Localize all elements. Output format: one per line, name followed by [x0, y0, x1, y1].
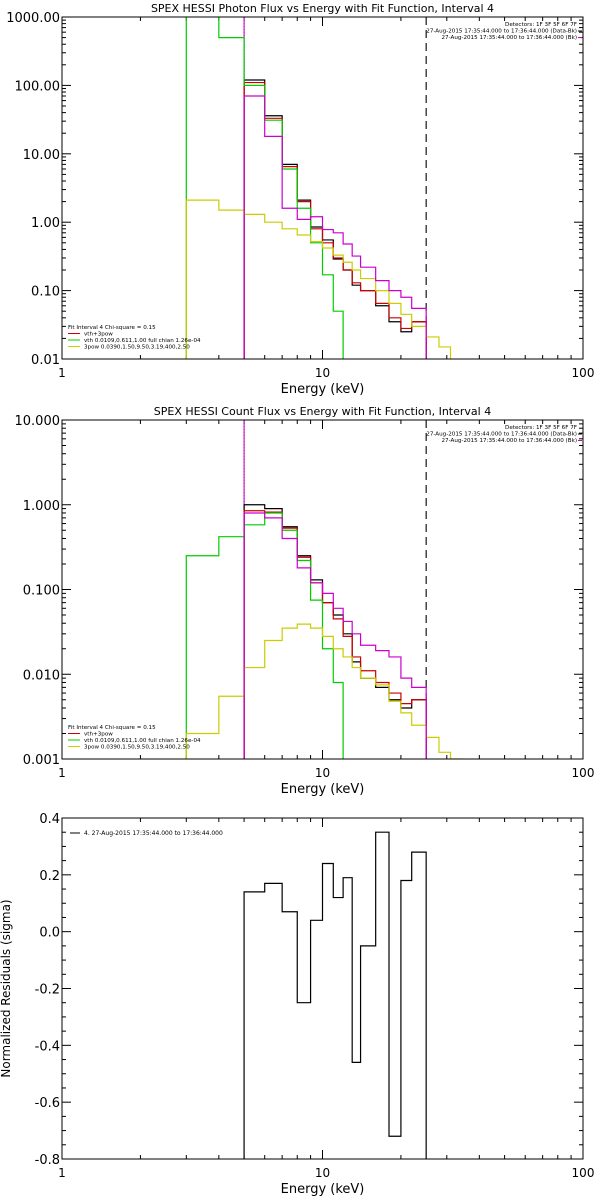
y-tick-label: 0.2	[39, 869, 60, 884]
header-text: 27-Aug-2015 17:35:44.000 to 17:36:44.000…	[441, 35, 577, 41]
plot-frame	[61, 419, 584, 760]
y-tick-label: 10.00	[23, 148, 60, 163]
chart-title: SPEX HESSI Photon Flux vs Energy with Fi…	[151, 2, 494, 15]
series-data	[243, 79, 427, 359]
y-tick-label: 0.0	[39, 926, 60, 941]
x-tick-label: 1	[58, 766, 66, 780]
y-tick-label: 1000.00	[6, 11, 60, 26]
x-tick-label: 100	[572, 766, 595, 780]
y-tick-label: 0.01	[31, 353, 60, 368]
legend-entry: vth+3pow	[84, 332, 113, 338]
x-axis-label: Energy (keV)	[281, 1182, 365, 1197]
y-tick-label: 10.000	[15, 414, 61, 429]
header-text: Detectors: 1F 3F 5F 6F 7F	[505, 425, 577, 431]
series-3pow	[185, 199, 452, 359]
y-tick-label: -0.4	[35, 1039, 60, 1054]
y-tick-label: 0.010	[23, 668, 60, 683]
y-tick-label: 0.4	[39, 812, 60, 827]
series-vth	[185, 512, 344, 759]
y-tick-label: -0.2	[35, 983, 60, 998]
y-tick-label: 0.100	[23, 584, 60, 599]
header-text: Detectors: 1F 3F 5F 6F 7F	[505, 22, 577, 28]
legend-title: Fit Interval 4 Chi-square = 0.15	[68, 325, 156, 331]
series-bk	[243, 95, 427, 359]
legend-entry: 4. 27-Aug-2015 17:35:44.000 to 17:36:44.…	[84, 830, 223, 837]
plot-frame	[61, 16, 584, 360]
x-tick-label: 10	[315, 766, 330, 780]
y-tick-label: 1.00	[31, 216, 60, 231]
y-tick-label: 1.000	[23, 499, 60, 514]
legend-entry: 3pow 0.0390,1.50,9.50,3.19,400,2.50	[84, 345, 190, 351]
series-3pow	[185, 623, 462, 759]
plot-area	[243, 831, 427, 1159]
plot-area	[185, 17, 452, 359]
header-text: 27-Aug-2015 17:35:44.000 to 17:36:44.000…	[426, 29, 577, 35]
y-tick-label: 0.001	[23, 753, 60, 768]
legend-entry: vth 0.0109,0.611,1.00 full chian 1.26e-0…	[84, 738, 201, 744]
header-text: 27-Aug-2015 17:35:44.000 to 17:36:44.000…	[441, 438, 577, 444]
header-text: 27-Aug-2015 17:35:44.000 to 17:36:44.000…	[426, 432, 577, 438]
legend-title: Fit Interval 4 Chi-square = 0.15	[68, 725, 156, 731]
series-bk	[243, 512, 427, 759]
y-tick-label: -0.6	[35, 1096, 60, 1111]
x-tick-label: 1	[58, 366, 66, 380]
series-data	[243, 504, 427, 759]
x-tick-label: 10	[315, 366, 330, 380]
chart-panel-3: 1 10 100 -0.8 -0.6 -0.4 -0.2 0.0 0.2 0.4 Energy (k…	[0, 812, 594, 1197]
plot-area	[185, 420, 462, 759]
y-tick-label: -0.8	[35, 1153, 60, 1168]
series-vth-3pow	[243, 510, 427, 759]
chart-panel-2: SPEX HESSI Count Flux vs Energy with Fit…	[15, 405, 595, 797]
series-vth	[185, 17, 344, 359]
legend-entry: vth+3pow	[84, 732, 113, 738]
y-tick-label: 0.10	[31, 285, 60, 300]
x-axis-label: Energy (keV)	[281, 382, 365, 397]
x-tick-label: 1	[58, 1166, 66, 1180]
x-tick-label: 10	[315, 1166, 330, 1180]
legend-entry: vth 0.0109,0.611,1.00 full chian 1.26e-0…	[84, 338, 201, 344]
y-axis-label: Normalized Residuals (sigma)	[0, 899, 13, 1077]
y-tick-label: 100.00	[15, 79, 61, 94]
plot-frame	[61, 817, 584, 1160]
x-tick-label: 100	[572, 1166, 595, 1180]
x-tick-label: 100	[572, 366, 595, 380]
x-axis-label: Energy (keV)	[281, 782, 365, 797]
series-4-27-aug-2015-17-35-44-000-to-17-36-44-000	[243, 831, 427, 1159]
legend-entry: 3pow 0.0390,1.50,9.50,3.19,400,2.50	[84, 745, 190, 751]
chart-title: SPEX HESSI Count Flux vs Energy with Fit…	[154, 405, 491, 418]
chart-panel-1: SPEX HESSI Photon Flux vs Energy with Fi…	[6, 2, 595, 397]
